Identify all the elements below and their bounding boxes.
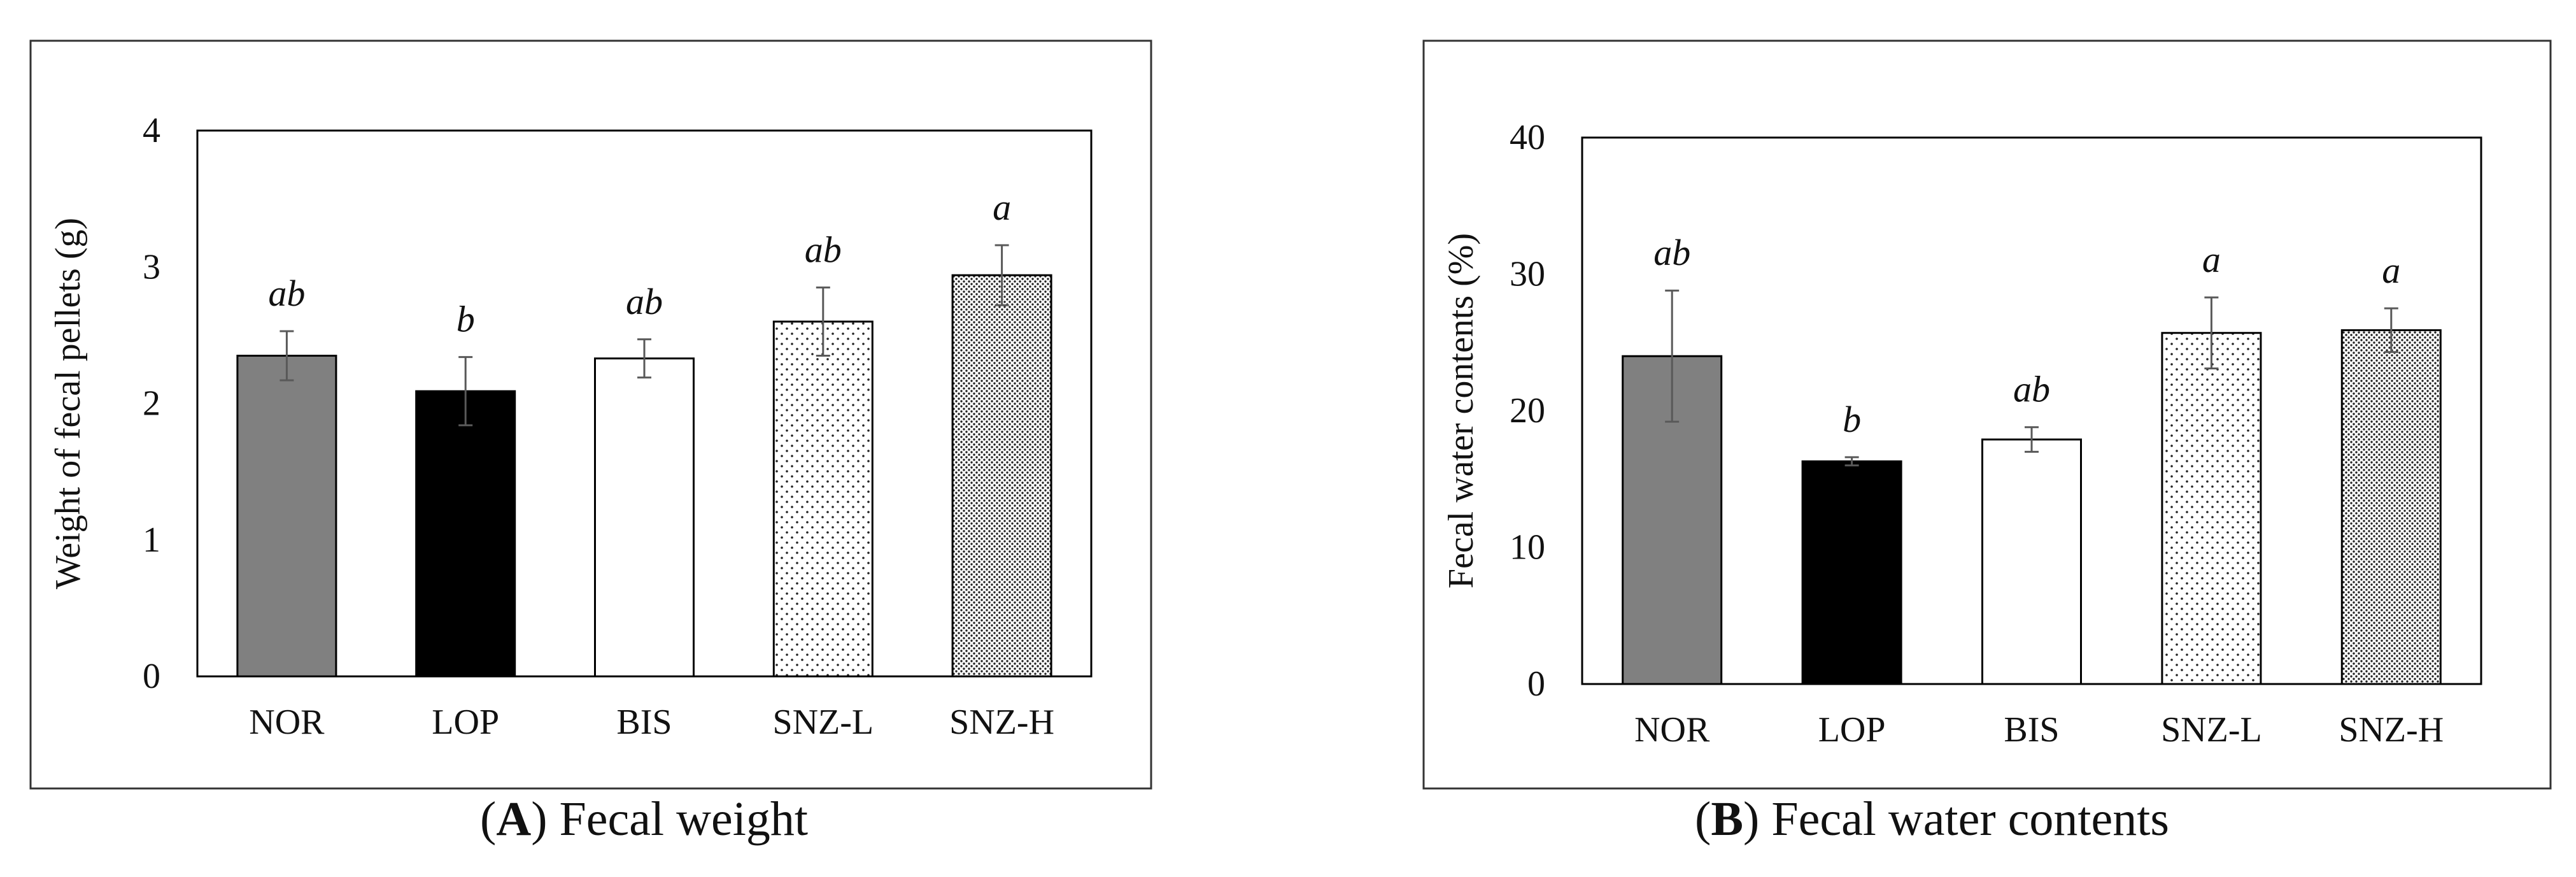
caption-a: (A) Fecal weight [480,792,808,846]
y-axis-label: Fecal water contents (%) [1441,233,1481,588]
y-tick-label: 40 [1510,118,1545,157]
significance-label: ab [805,229,842,270]
y-tick-label: 4 [143,111,160,150]
chart-frame [1422,39,2552,790]
x-tick-label: SNZ-H [2339,710,2444,750]
fecal-water-chart: 0 10 20 30 40 Fecal water contents (%) ab NOR b L… [1422,39,2552,790]
x-tick-label: LOP [1818,710,1886,750]
error-bar-bis [637,338,651,379]
significance-label: b [1843,399,1861,440]
significance-label: ab [2013,369,2050,410]
bar-snz-l [772,320,874,678]
x-tick-label: BIS [616,702,672,742]
caption-b-title: Fecal water contents [1771,792,2169,846]
fecal-weight-chart: 0 1 2 3 4 Weight of fecal pellets (g) ab NOR b LO… [29,39,1152,790]
y-axis-label: Weight of fecal pellets (g) [48,218,88,589]
bar-nor [236,355,337,678]
error-bar-snz-h [2384,307,2398,353]
error-bar-lop [1844,456,1859,467]
x-tick-label: NOR [249,702,325,742]
chart-panel-b: 0 10 20 30 40 Fecal water contents (%) ab NOR b L… [1288,0,2576,874]
bar-snz-h [2340,329,2442,685]
bar-bis [594,357,695,678]
y-tick-label: 3 [143,247,160,287]
significance-label: a [993,187,1011,228]
significance-label: ab [626,281,663,322]
significance-label: a [2202,239,2221,280]
bar-snz-h [951,274,1052,678]
error-bar-nor [280,330,294,381]
bar-lop [415,390,516,678]
x-tick-label: SNZ-L [2161,710,2262,750]
chart-panel-a: 0 1 2 3 4 Weight of fecal pellets (g) ab NOR b LO… [0,0,1288,874]
y-tick-label: 0 [1527,664,1545,704]
bar-bis [1981,438,2082,685]
x-tick-label: SNZ-H [949,702,1054,742]
error-bar-nor [1665,289,1680,423]
y-tick-label: 10 [1510,528,1545,567]
x-tick-label: BIS [2004,710,2059,750]
chart-frame [29,39,1152,790]
significance-label: b [456,299,475,340]
error-bar-snz-l [2204,296,2219,370]
significance-label: ab [1653,232,1690,273]
caption-b: (B) Fecal water contents [1695,792,2169,846]
caption-a-title: Fecal weight [559,792,808,846]
y-tick-label: 20 [1510,391,1545,431]
bar-lop [1801,460,1902,685]
caption-b-letter: B [1711,792,1744,846]
error-bar-snz-l [816,286,830,357]
error-bar-bis [2025,426,2039,453]
significance-label: ab [268,273,305,314]
y-tick-label: 30 [1510,255,1545,294]
error-bar-snz-h [994,244,1009,306]
bar-snz-l [2161,332,2262,685]
y-tick-label: 2 [143,384,160,424]
x-tick-label: SNZ-L [772,702,874,742]
significance-label: a [2382,250,2400,291]
x-tick-label: LOP [432,702,499,742]
error-bar-lop [458,356,473,427]
caption-a-letter: A [496,792,532,846]
x-tick-label: NOR [1634,710,1710,750]
y-tick-label: 0 [143,657,160,696]
y-tick-label: 1 [143,520,160,560]
